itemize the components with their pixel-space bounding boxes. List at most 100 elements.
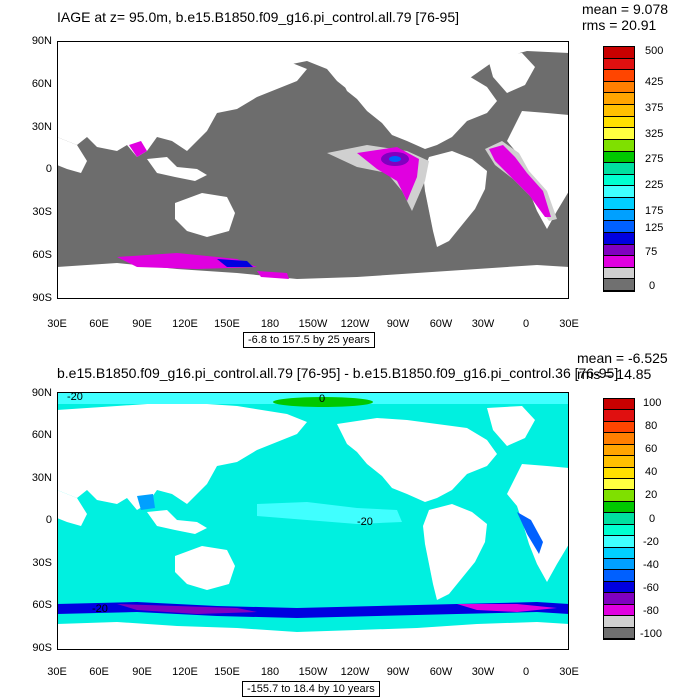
panel1-frame xyxy=(57,41,569,299)
land-eurasia xyxy=(57,51,307,157)
panel2-colorbar xyxy=(603,398,635,640)
colorbar-swatch xyxy=(604,421,634,434)
colorbar-swatch xyxy=(604,279,634,291)
southern-age-patch3 xyxy=(257,271,289,279)
colorbar-swatch xyxy=(604,547,634,559)
cb2-label-m20: -20 xyxy=(643,536,659,548)
panel2-frame xyxy=(57,392,569,650)
p2-lat-30s: 30S xyxy=(32,557,52,569)
p1-lon-150w: 150W xyxy=(298,318,328,330)
colorbar-swatch xyxy=(604,174,634,187)
colorbar-swatch xyxy=(604,581,634,594)
cb1-label-325: 325 xyxy=(645,128,664,140)
southern-diff-band xyxy=(57,602,569,618)
cb1-label-275: 275 xyxy=(645,153,664,165)
panel2-rms: rms = 14.85 xyxy=(577,366,652,382)
colorbar-swatch xyxy=(604,232,634,245)
colorbar-swatch xyxy=(604,433,634,445)
land-arabia xyxy=(57,490,87,526)
colorbar-swatch xyxy=(604,267,634,280)
colorbar-swatch xyxy=(604,93,634,106)
p1-lon-60w: 60W xyxy=(429,318,453,330)
cb1-label-0: 0 xyxy=(649,280,656,292)
panel2-map xyxy=(57,392,569,650)
cb2-label-80: 80 xyxy=(645,420,658,432)
p2-lon-120w: 120W xyxy=(340,666,370,678)
p2-lon-120e: 120E xyxy=(172,666,198,678)
southern-age-patch xyxy=(117,253,257,269)
panel2-caption: -155.7 to 18.4 by 10 years xyxy=(242,681,380,697)
land-arabia xyxy=(57,137,87,173)
colorbar-swatch xyxy=(604,399,634,411)
cb2-label-m40: -40 xyxy=(643,559,659,571)
p1-lon-30w: 30W xyxy=(471,318,495,330)
panel1-map xyxy=(57,41,569,299)
cb1-label-375: 375 xyxy=(645,102,664,114)
p2-lon-60e: 60E xyxy=(89,666,109,678)
colorbar-swatch xyxy=(604,479,634,491)
cb2-label-0: 0 xyxy=(649,513,656,525)
land-africa xyxy=(507,111,569,229)
colorbar-swatch xyxy=(604,524,634,537)
colorbar-swatch xyxy=(604,513,634,525)
colorbar-swatch xyxy=(604,163,634,175)
colorbar-swatch xyxy=(604,47,634,59)
p2-lat-60n: 60N xyxy=(31,429,52,441)
cb2-label-40: 40 xyxy=(645,466,658,478)
p1-lon-30e-end: 30E xyxy=(559,318,579,330)
colorbar-swatch xyxy=(604,616,634,628)
cb1-label-125: 125 xyxy=(645,222,664,234)
cb2-label-100: 100 xyxy=(643,397,662,409)
cb1-label-225: 225 xyxy=(645,179,664,191)
colorbar-swatch xyxy=(604,221,634,233)
atlantic-diff-patch xyxy=(517,512,543,554)
p1-lon-120e: 120E xyxy=(172,318,198,330)
contour-label: -20 xyxy=(67,391,83,403)
p2-lon-0: 0 xyxy=(522,666,530,678)
land-australia xyxy=(175,193,235,237)
colorbar-swatch xyxy=(604,467,634,479)
pacific-diff-band xyxy=(257,502,402,524)
colorbar-swatch xyxy=(604,410,634,422)
panel1-mean: mean = 9.078 xyxy=(582,1,669,17)
land-north-america xyxy=(337,418,497,502)
contour-label: -20 xyxy=(92,603,108,615)
land-africa xyxy=(507,464,569,582)
indian-age-patch xyxy=(129,141,147,157)
p2-lat-60s: 60S xyxy=(32,599,52,611)
p2-lat-0: 0 xyxy=(45,514,52,526)
southern-diff-core xyxy=(117,604,257,614)
cb2-label-m80: -80 xyxy=(643,605,659,617)
p2-lat-90s: 90S xyxy=(32,642,52,654)
colorbar-swatch xyxy=(604,116,634,129)
p1-lon-60e: 60E xyxy=(89,318,109,330)
colorbar-swatch xyxy=(604,128,634,140)
colorbar-swatch xyxy=(604,604,634,617)
p2-lon-30w: 30W xyxy=(471,666,495,678)
colorbar-swatch xyxy=(604,593,634,605)
p1-lon-0: 0 xyxy=(522,318,530,330)
cb2-label-m60: -60 xyxy=(643,582,659,594)
contour-label: -20 xyxy=(357,516,373,528)
p1-lon-90e: 90E xyxy=(132,318,152,330)
cb1-label-75: 75 xyxy=(645,246,658,258)
southern-diff-core2 xyxy=(457,604,557,612)
land-greenland xyxy=(487,53,535,93)
land-north xyxy=(57,402,307,510)
land-antarctica xyxy=(57,622,569,650)
land-south-america xyxy=(423,504,487,600)
p1-lat-30n: 30N xyxy=(31,121,52,133)
p1-lat-90n: 90N xyxy=(31,35,52,47)
panel1-title: IAGE at z= 95.0m, b.e15.B1850.f09_g16.pi… xyxy=(57,9,459,25)
panel1-colorbar xyxy=(603,46,635,292)
land-north-america xyxy=(337,65,497,149)
colorbar-swatch xyxy=(604,186,634,199)
land-australia xyxy=(175,546,235,590)
panel1-rms: rms = 20.91 xyxy=(582,17,657,33)
colorbar-swatch xyxy=(604,501,634,514)
p1-lat-30s: 30S xyxy=(32,206,52,218)
p2-lon-90w: 90W xyxy=(386,666,410,678)
p1-lon-180: 180 xyxy=(260,318,280,330)
colorbar-swatch xyxy=(604,627,634,639)
colorbar-swatch xyxy=(604,139,634,152)
